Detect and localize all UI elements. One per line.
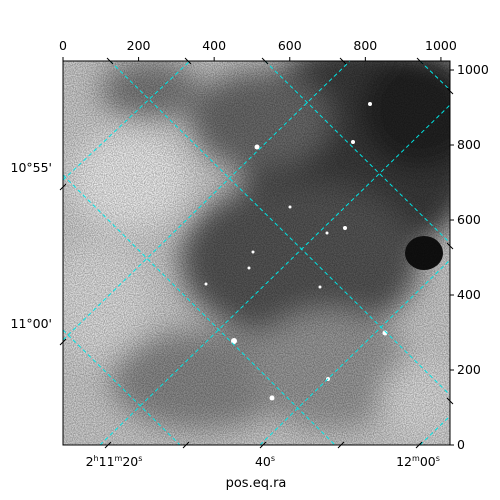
right-tick-label: 800	[457, 137, 481, 152]
dec-tick-label: 10°55'	[11, 160, 53, 175]
top-tick-label: 400	[202, 38, 226, 53]
right-tick-label: 200	[457, 362, 481, 377]
right-tick-label: 0	[457, 437, 465, 452]
x-axis-label: pos.eq.ra	[226, 476, 287, 491]
ra-tick-label: 12m00s	[396, 454, 440, 469]
plot-frame	[62, 60, 451, 446]
dec-grid-line	[109, 61, 450, 396]
right-axis-ticks: 0 200 400 600 800 1000	[450, 62, 489, 452]
top-tick-label: 200	[127, 38, 151, 53]
world-tick-marks	[59, 57, 454, 449]
dec-grid-line	[63, 329, 181, 445]
coordinate-grid	[63, 61, 450, 445]
dec-grid-line	[264, 61, 450, 244]
top-axis-ticks: 0 200 400 600 800 1000	[59, 38, 457, 61]
ra-grid-line	[63, 61, 191, 181]
star-points	[204, 102, 388, 401]
top-tick-label: 800	[353, 38, 377, 53]
top-tick-label: 600	[278, 38, 302, 53]
ra-grid-line	[259, 259, 450, 445]
ra-tick-label: 2h11m20s	[86, 454, 143, 469]
top-tick-label: 1000	[425, 38, 457, 53]
ra-grid-line	[63, 61, 351, 341]
right-tick-label: 1000	[457, 62, 489, 77]
ra-tick-label: 40s	[255, 454, 275, 469]
ra-grid-line	[99, 104, 450, 445]
dec-grid-line	[63, 174, 336, 445]
right-tick-label: 400	[457, 287, 481, 302]
top-tick-label: 0	[59, 38, 67, 53]
dec-tick-label: 11°00'	[11, 316, 53, 331]
sky-image	[63, 61, 450, 445]
right-tick-label: 600	[457, 212, 481, 227]
